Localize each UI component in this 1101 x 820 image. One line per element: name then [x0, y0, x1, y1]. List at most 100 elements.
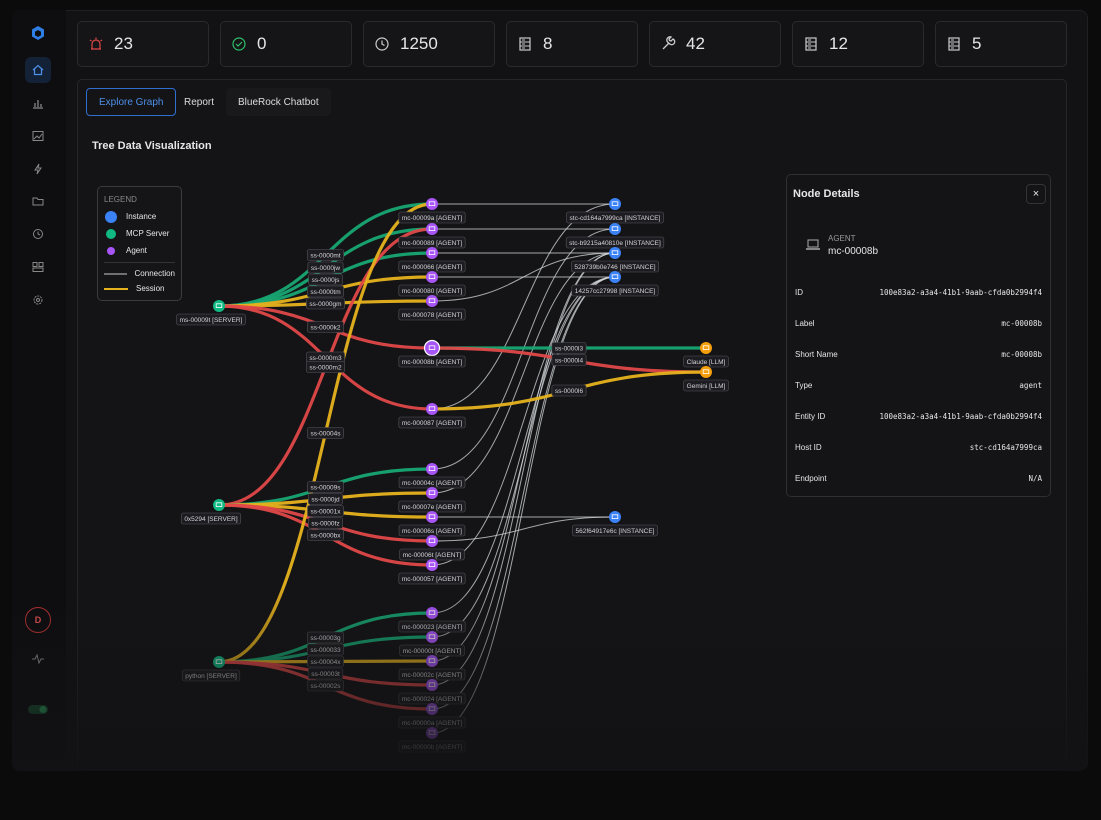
session-label-box [307, 427, 344, 439]
detail-key: Entity ID [795, 412, 826, 421]
node [609, 247, 621, 259]
node [426, 703, 438, 715]
session-label: ss-00003g [307, 631, 344, 644]
wrench-icon [662, 36, 676, 50]
node-glyph [428, 490, 436, 495]
nav-settings[interactable] [25, 287, 51, 313]
node-glyph [428, 345, 436, 350]
node-label-text: mc-00009a [AGENT] [402, 215, 463, 222]
node-label: mc-000023 [AGENT] [398, 620, 466, 633]
detail-value: agent [1019, 381, 1042, 390]
nav-files[interactable] [25, 188, 51, 214]
node-label: Gemini [LLM] [683, 379, 729, 392]
node [700, 342, 712, 354]
stat-value: 5 [972, 34, 982, 53]
session-label-text: ss-0000fz [311, 521, 339, 528]
nav-trends[interactable] [25, 123, 51, 149]
section-title: Tree Data Visualization [92, 140, 212, 152]
stat-value: 0 [257, 34, 267, 53]
session-label-text: ss-0000m2 [309, 365, 342, 372]
server-icon [805, 37, 817, 51]
node-details: Node Details × AGENT mc-00008b ID 100e83a… [786, 174, 1051, 497]
stat-card: 23 [77, 21, 209, 67]
node [609, 223, 621, 235]
session-label-box [308, 273, 343, 286]
node-label: mc-00006s [AGENT] [398, 524, 466, 537]
node [426, 727, 438, 739]
session-label-box [307, 529, 344, 541]
node-label-text: ms-00009t [SERVER] [180, 317, 243, 324]
node-label-text: stc-cd164a7999ca [INSTANCE] [570, 215, 661, 222]
logo[interactable] [25, 20, 51, 46]
session-label-text: ss-00004s [311, 431, 342, 438]
connection-edge [431, 203, 616, 410]
node-glyph [611, 201, 619, 207]
node [426, 535, 438, 547]
node-label-text: mc-000066 [AGENT] [402, 264, 463, 271]
node-label-box [181, 512, 241, 525]
session-label-box [308, 517, 343, 529]
detail-key: Type [795, 381, 813, 390]
node-label-box [571, 284, 659, 297]
node-label-text: python [SERVER] [185, 673, 237, 680]
session-label-text: ss-0000jw [311, 265, 341, 272]
tab[interactable]: BlueRock Chatbot [226, 88, 331, 116]
detail-row: Host ID stc-cd164a7999ca [795, 443, 1042, 452]
stat-card: 12 [792, 21, 924, 67]
node [426, 247, 438, 259]
node [426, 559, 438, 571]
nav-home[interactable] [25, 57, 51, 83]
detail-value: N/A [1028, 474, 1042, 483]
stat-card: 0 [220, 21, 352, 67]
tab[interactable]: Explore Graph [86, 88, 177, 116]
laptop-icon [806, 239, 820, 250]
node-glyph [428, 250, 436, 256]
node-glyph [428, 226, 436, 232]
session-label: ss-0000l6 [551, 384, 587, 397]
session-label: ss-0000m3 [306, 351, 345, 364]
node-label-text: mc-000078 [AGENT] [402, 312, 463, 319]
detail-row: ID 100e83a2-a3a4-41b1-9aab-cfda0b2994f4 [795, 288, 1042, 297]
session-label-text: ss-0000mt [310, 253, 341, 260]
nav-history[interactable] [25, 221, 51, 247]
node-label: stc-cd164a7999ca [INSTANCE] [566, 211, 664, 224]
session-label-text: ss-00001x [311, 509, 342, 516]
node-label-text: mc-00000t [AGENT] [403, 648, 462, 655]
close-button[interactable]: × [1026, 184, 1046, 204]
node-label: mc-00007e [AGENT] [398, 500, 466, 513]
node-label-box [176, 313, 246, 326]
nav-inventory[interactable] [25, 254, 51, 280]
session-label: ss-0000mt [307, 249, 344, 261]
stat-card: 8 [506, 21, 638, 67]
node-label-box [398, 572, 466, 585]
session-label-box [306, 297, 345, 310]
session-label-text: ss-00003g [310, 635, 341, 642]
session-label: ss-00009s [307, 481, 344, 493]
node-glyph [428, 538, 436, 543]
node-label: stc-b9215a40810e [INSTANCE] [565, 236, 665, 249]
node-glyph [428, 406, 436, 411]
node [213, 656, 225, 668]
session-label: ss-00001x [307, 505, 344, 517]
session-label: ss-0000js [308, 273, 343, 286]
node-glyph [428, 466, 436, 471]
session-label: ss-0000jd [308, 493, 343, 505]
legend: LEGEND Instance MCP Server Agent Connect… [97, 186, 182, 301]
session-label-box [307, 481, 344, 493]
session-label: ss-0000jw [307, 261, 344, 274]
detail-key: ID [795, 288, 803, 297]
node-label: mc-000057 [AGENT] [398, 572, 466, 585]
nav-events[interactable] [25, 156, 51, 182]
node-label: mc-000080 [AGENT] [398, 284, 466, 297]
nav-charts[interactable] [25, 90, 51, 116]
session-label-text: ss-00003t [311, 671, 340, 678]
node-label: 0x5294 [SERVER] [181, 512, 241, 525]
node-label-text: mc-00006t [AGENT] [403, 552, 462, 559]
stat-value: 8 [543, 34, 553, 53]
tab[interactable]: Report [184, 96, 215, 108]
clock-icon [375, 37, 389, 51]
node-label-text: mc-00002c [AGENT] [402, 672, 462, 679]
node-label-text: mc-000080 [AGENT] [402, 288, 463, 295]
detail-row: Type agent [795, 381, 1042, 390]
stat-card: 5 [935, 21, 1067, 67]
